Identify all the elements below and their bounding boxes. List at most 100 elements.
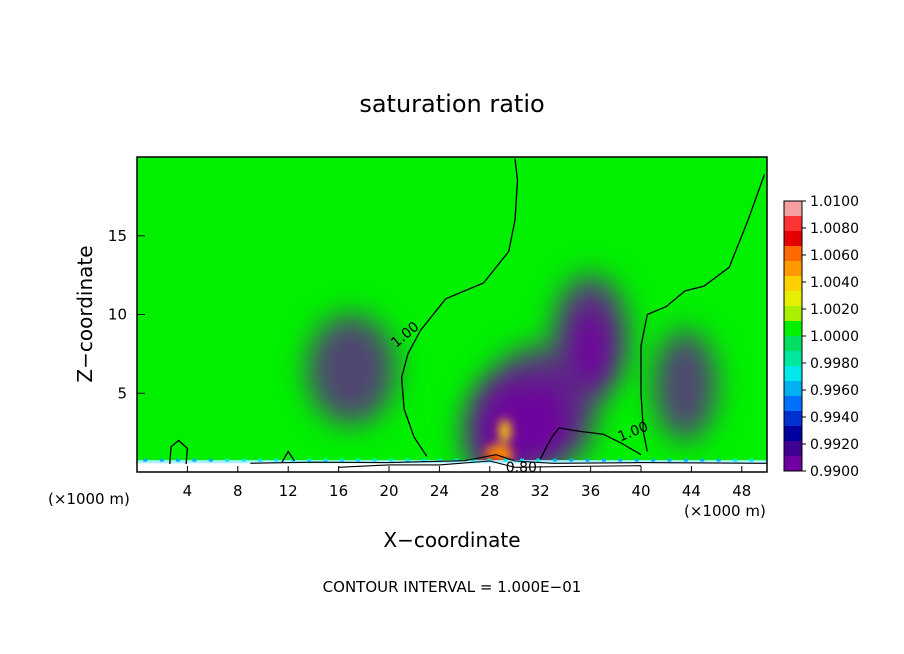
x-tick-label: 48 xyxy=(732,482,751,500)
band-speck xyxy=(143,458,148,462)
x-tick-label: 8 xyxy=(233,482,243,500)
contour-1.00-1 xyxy=(400,158,519,457)
plot-area xyxy=(137,157,767,472)
colorbar-swatch xyxy=(784,291,802,307)
x-tick-label: 32 xyxy=(531,482,550,500)
band-speck xyxy=(339,458,344,462)
x-tick-label: 20 xyxy=(379,482,398,500)
x-tick-label: 28 xyxy=(480,482,499,500)
band-speck xyxy=(274,458,279,462)
contour-1.00-5 xyxy=(281,450,296,463)
band-speck xyxy=(520,458,525,462)
band-speck xyxy=(585,458,590,462)
band-speck xyxy=(536,458,541,462)
band-speck xyxy=(159,458,164,462)
contour-label-3: 0.80 xyxy=(506,460,537,476)
band-speck xyxy=(700,458,705,462)
band-speck xyxy=(487,458,492,462)
band-speck xyxy=(241,458,246,462)
band-speck xyxy=(290,458,295,462)
x-tick-label: 36 xyxy=(581,482,600,500)
colorbar-swatch xyxy=(784,366,802,382)
contour-0.90-6 xyxy=(250,454,767,464)
colorbar-swatch xyxy=(784,231,802,247)
dry-area xyxy=(653,330,717,441)
band-speck xyxy=(749,458,754,462)
colorbar-swatch xyxy=(784,201,802,217)
band-speck xyxy=(569,458,574,462)
contour-interval-note: CONTOUR INTERVAL = 1.000E−01 xyxy=(323,578,582,596)
colorbar-swatch xyxy=(784,411,802,427)
band-speck xyxy=(503,458,508,462)
x-tick-label: 24 xyxy=(430,482,449,500)
contour-1.00-4 xyxy=(169,439,189,465)
colorbar-swatch xyxy=(784,456,802,472)
colorbar-swatch xyxy=(784,276,802,292)
band-speck xyxy=(389,458,393,462)
chart-title: saturation ratio xyxy=(359,90,544,118)
feature-dry-patch-5 xyxy=(307,314,396,425)
x-unit-right: (×1000 m) xyxy=(684,502,766,520)
colorbar-label: 0.9940 xyxy=(810,410,859,426)
colorbar-label: 1.0060 xyxy=(810,248,859,264)
colorbar-label: 1.0000 xyxy=(810,329,859,345)
band-speck xyxy=(634,458,639,462)
colorbar-swatch xyxy=(784,261,802,277)
band-speck xyxy=(257,458,262,462)
x-axis-label: X−coordinate xyxy=(383,528,520,552)
band-white xyxy=(137,463,767,472)
contour-1.00-2 xyxy=(539,427,642,460)
x-axis-ticks: 4 8 12 16 20 24 28 32 36 40 44 48 xyxy=(183,466,751,500)
colorbar-swatch xyxy=(784,336,802,352)
band-speck xyxy=(192,458,197,462)
band-speck xyxy=(683,458,688,462)
band-speck xyxy=(716,458,721,462)
x-tick-label: 16 xyxy=(329,482,348,500)
plume-core xyxy=(579,334,602,380)
colorbar-swatch xyxy=(784,381,802,397)
band-speck xyxy=(732,458,737,462)
near-surface-band xyxy=(137,458,767,472)
dry-area xyxy=(307,314,396,425)
colorbar-swatch xyxy=(784,426,802,442)
contour-lines xyxy=(169,158,767,468)
band-speck xyxy=(225,458,230,462)
colorbar-label: 0.9900 xyxy=(810,464,859,480)
colorbar-swatch xyxy=(784,216,802,232)
colorbar-swatch xyxy=(784,351,802,367)
band-speck xyxy=(470,458,475,462)
y-axis-ticks: 5 10 15 xyxy=(108,227,145,402)
contour-0.80-7 xyxy=(338,460,642,468)
band-speck xyxy=(651,458,656,462)
x-tick-label: 40 xyxy=(631,482,650,500)
band-speck xyxy=(372,458,377,462)
y-axis-label: Z−coordinate xyxy=(73,245,97,382)
y-tick-label: 15 xyxy=(108,227,127,245)
feature-moist-plume-3 xyxy=(483,346,597,472)
colorbar-label: 0.9920 xyxy=(810,437,859,453)
band-speck xyxy=(405,458,410,462)
colorbar-swatch xyxy=(784,246,802,262)
band-speck xyxy=(454,458,459,462)
colorbar-swatch xyxy=(784,396,802,412)
colorbar-label: 1.0080 xyxy=(810,221,859,237)
colorbar-swatch xyxy=(784,441,802,457)
band-speck xyxy=(601,458,606,462)
band-speck xyxy=(176,458,181,462)
y-tick-label: 10 xyxy=(108,306,127,324)
feature-dry-patch-4 xyxy=(653,330,717,441)
colorbar-label: 0.9960 xyxy=(810,383,859,399)
contour-1.00-3 xyxy=(640,174,766,452)
band-speck xyxy=(323,458,328,462)
hotspot-yellow xyxy=(498,419,511,444)
colorbar: 1.0100 1.0080 1.0060 1.0040 1.0020 1.0000 0.99… xyxy=(783,194,859,480)
colorbar-label: 1.0100 xyxy=(810,194,859,210)
band-speck xyxy=(356,458,361,462)
x-tick-label: 44 xyxy=(682,482,701,500)
band-speck xyxy=(438,458,443,462)
band-speck xyxy=(208,458,213,462)
band-speck xyxy=(307,458,312,462)
x-tick-label: 12 xyxy=(279,482,298,500)
band-speck xyxy=(421,458,426,462)
